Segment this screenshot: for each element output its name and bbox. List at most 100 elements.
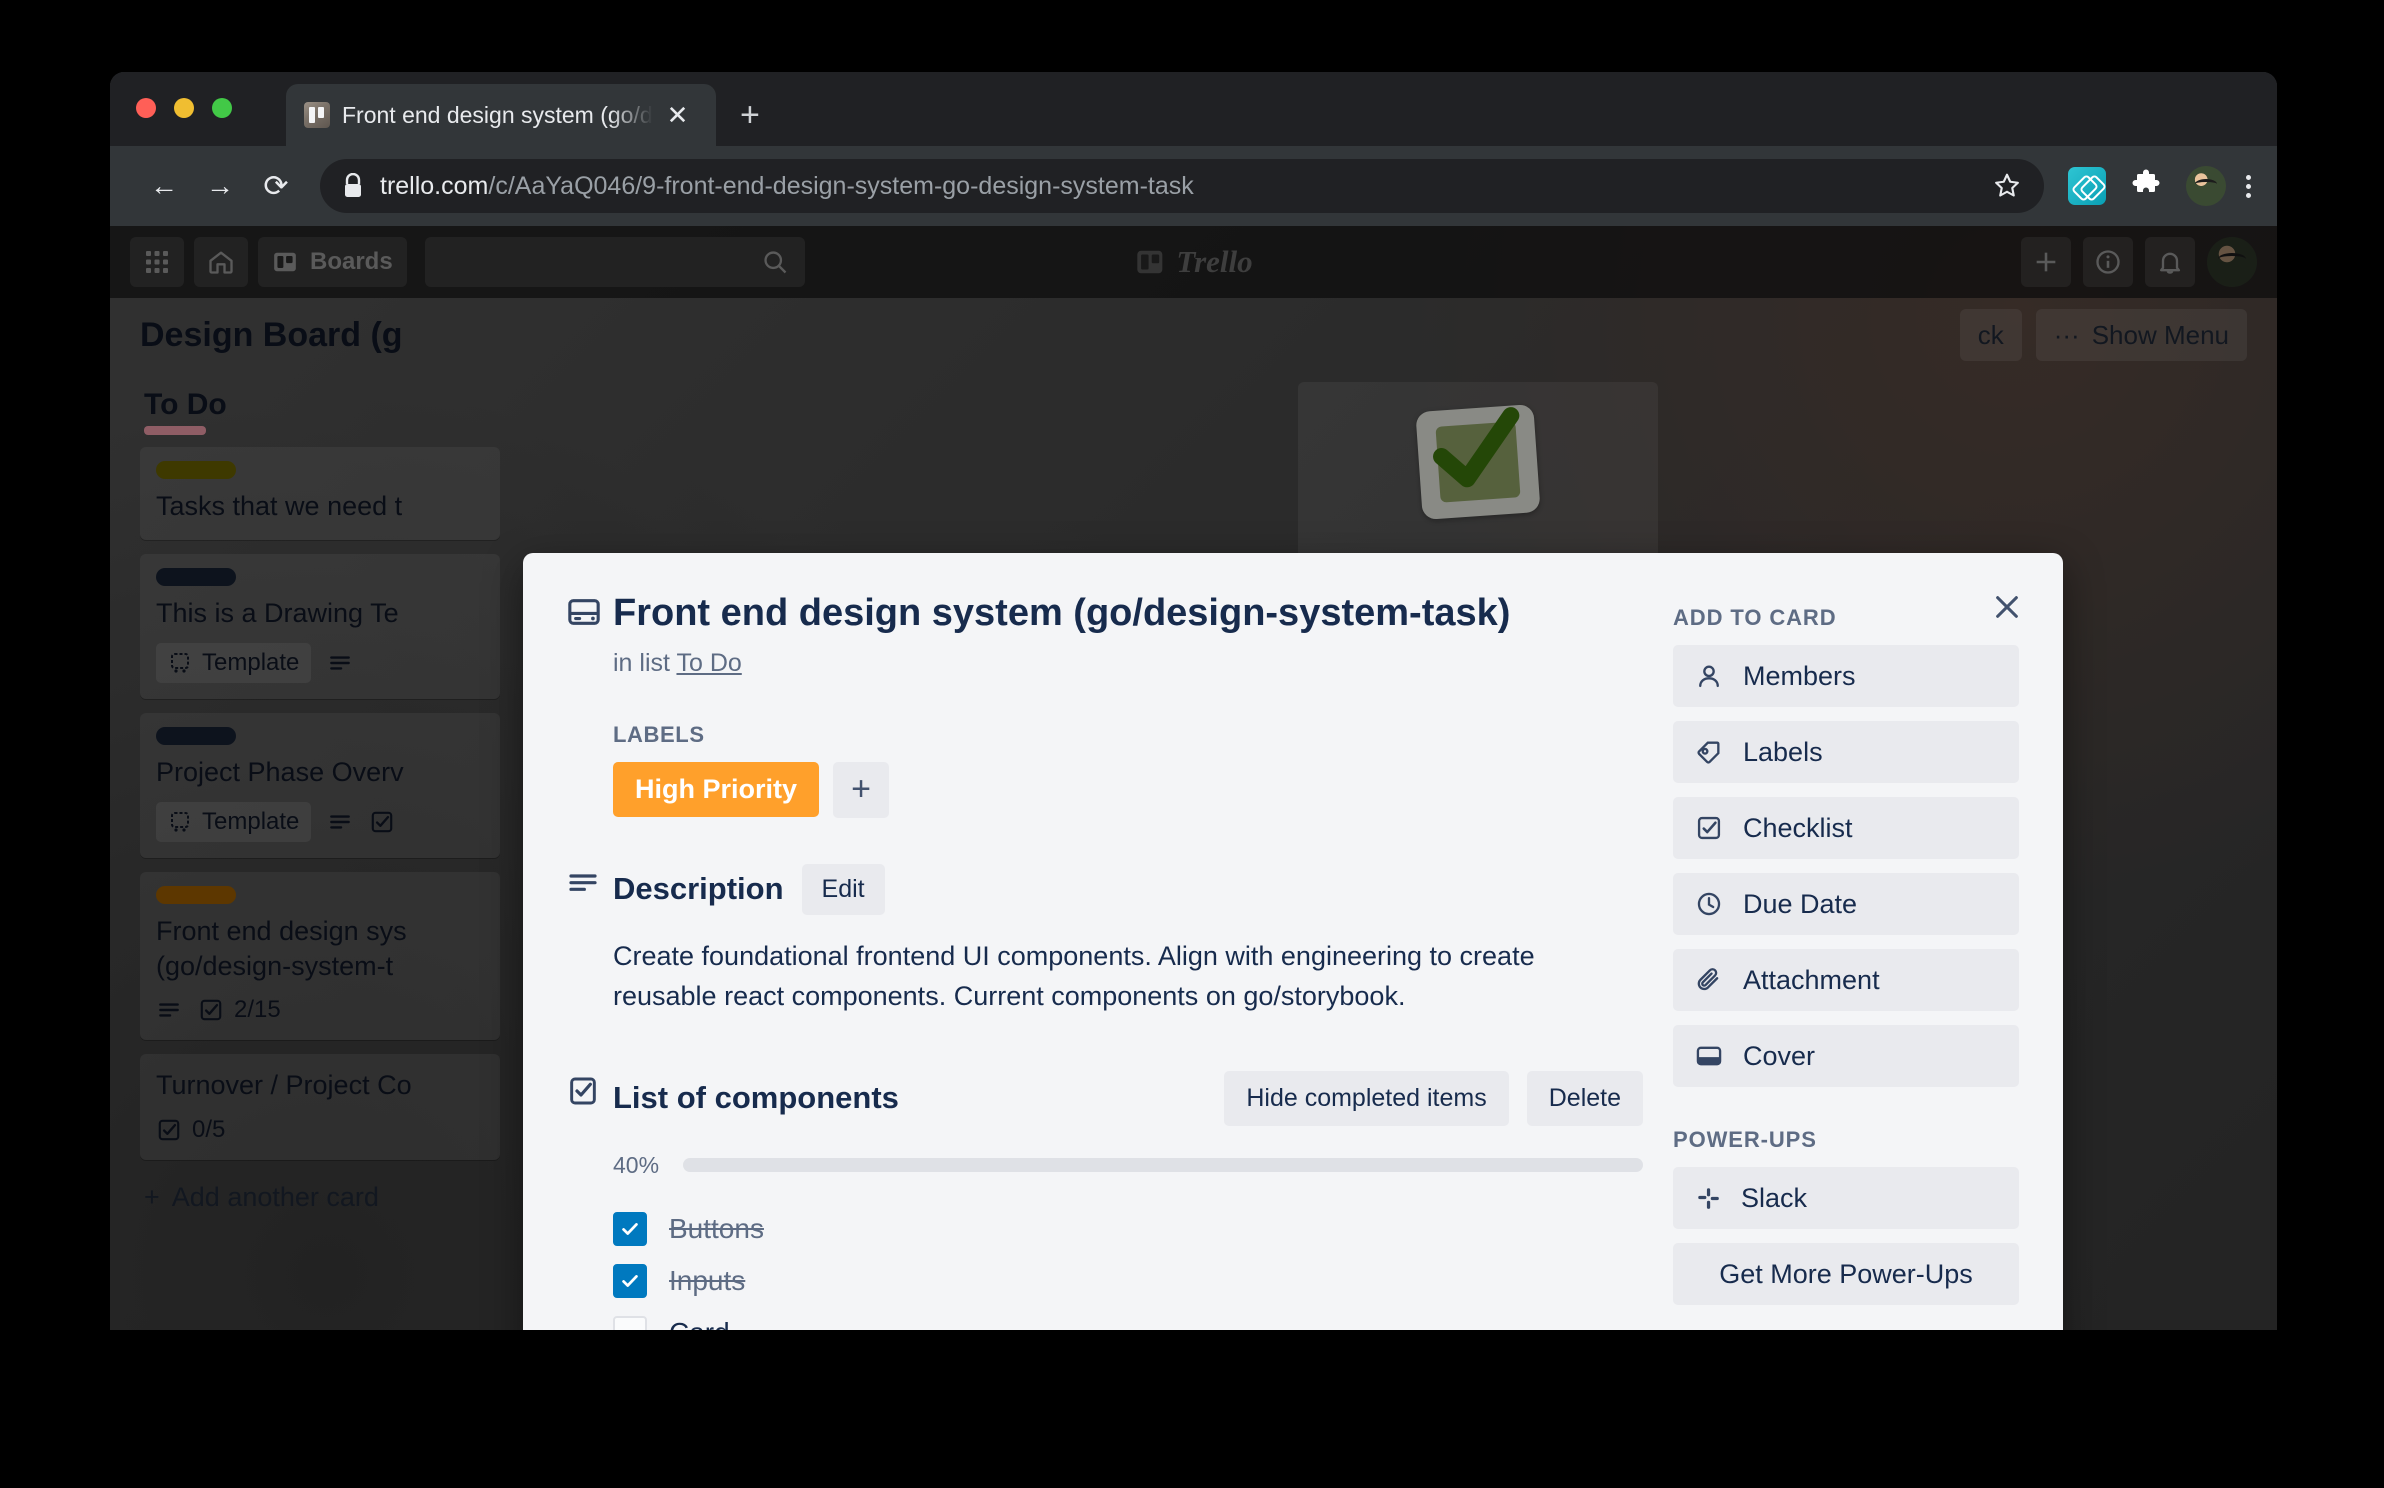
- add-members-button[interactable]: Members: [1673, 645, 2019, 707]
- get-more-power-ups-button[interactable]: Get More Power-Ups: [1673, 1243, 2019, 1305]
- board-card[interactable]: Project Phase Overv Template: [140, 713, 500, 859]
- list-title-underline: [144, 426, 206, 435]
- card-cover-image: [1298, 382, 1658, 542]
- add-label-button[interactable]: +: [833, 761, 890, 818]
- checklist-item[interactable]: Buttons: [613, 1203, 1643, 1255]
- bell-icon[interactable]: [2145, 237, 2195, 287]
- browser-tab-title: Front end design system (go/d: [342, 101, 653, 128]
- puzzle-extension-icon[interactable]: [2128, 168, 2164, 204]
- template-badge: Template: [156, 802, 312, 843]
- add-attachment-button[interactable]: Attachment: [1673, 949, 2019, 1011]
- list-header[interactable]: To Do: [140, 382, 500, 447]
- power-ups-label: POWER-UPS: [1673, 1127, 1817, 1152]
- address-bar[interactable]: trello.com/c/AaYaQ046/9-front-end-design…: [320, 159, 2044, 213]
- plus-icon: +: [144, 1181, 160, 1212]
- card-title: This is a Drawing Te: [156, 598, 399, 629]
- card-modal-main: Front end design system (go/design-syste…: [523, 553, 1673, 1330]
- url-path: /c/AaYaQ046/9-front-end-design-system-go…: [488, 171, 1194, 200]
- browser-tab[interactable]: Front end design system (go/d ✕: [286, 84, 716, 146]
- card-cover-icon: [567, 591, 613, 678]
- labels-section-label: LABELS: [613, 721, 705, 747]
- checklist-badge: 2/15: [198, 996, 281, 1024]
- checkbox-checked[interactable]: [613, 1211, 647, 1246]
- card-label-chip: [156, 727, 236, 746]
- board-card[interactable]: This is a Drawing Te Template: [140, 554, 500, 700]
- trello-logo-text: Trello: [1176, 244, 1253, 279]
- apps-grid-icon[interactable]: [130, 237, 184, 287]
- labels-row: High Priority +: [613, 761, 1673, 818]
- back-arrow-icon[interactable]: ←: [150, 170, 178, 201]
- slack-power-up-button[interactable]: Slack: [1673, 1167, 2019, 1229]
- home-icon[interactable]: [194, 237, 248, 287]
- browser-menu-icon[interactable]: [2246, 174, 2251, 198]
- close-icon[interactable]: ✕: [666, 100, 689, 130]
- hide-completed-items-button[interactable]: Hide completed items: [1224, 1070, 1509, 1126]
- delete-checklist-button[interactable]: Delete: [1526, 1070, 1643, 1126]
- card-label-chip: [156, 461, 236, 479]
- profile-avatar[interactable]: [2186, 166, 2226, 206]
- checklist-icon: [1695, 814, 1723, 842]
- browser-window: Front end design system (go/d ✕ + ← → ⟳ …: [110, 72, 2277, 1330]
- abstract-extension-icon[interactable]: [2068, 167, 2106, 205]
- add-checklist-button[interactable]: Checklist: [1673, 797, 2019, 859]
- description-title: Description: [613, 871, 784, 907]
- card-title: Project Phase Overv: [156, 757, 404, 788]
- in-list-prefix: in list: [613, 648, 670, 677]
- info-icon[interactable]: [2083, 237, 2133, 287]
- close-icon[interactable]: [1981, 581, 2033, 633]
- close-window-button[interactable]: [136, 98, 156, 118]
- checkbox-unchecked[interactable]: [613, 1315, 647, 1330]
- cover-icon: [1695, 1042, 1723, 1070]
- card-title: Tasks that we need t: [156, 491, 403, 521]
- checklist-icon: [198, 997, 224, 1023]
- board-card[interactable]: Tasks that we need t: [140, 447, 500, 541]
- card-badges: 2/15: [156, 996, 484, 1024]
- bookmark-star-icon[interactable]: [1992, 171, 2022, 201]
- show-menu-button[interactable]: ··· Show Menu: [2035, 309, 2247, 361]
- add-card-label: Add another card: [171, 1181, 379, 1212]
- add-another-card-button[interactable]: + Add another card: [140, 1174, 500, 1221]
- checkbox-checked[interactable]: [613, 1263, 647, 1298]
- checklist-title: List of components: [613, 1080, 899, 1115]
- template-badge: Template: [156, 643, 312, 684]
- label-chip-high-priority[interactable]: High Priority: [613, 762, 820, 818]
- reload-icon[interactable]: ⟳: [263, 169, 289, 203]
- card-title: Turnover / Project Co: [156, 1070, 412, 1101]
- description-icon: [327, 650, 353, 676]
- progress-bar: [683, 1158, 1643, 1172]
- maximize-window-button[interactable]: [212, 98, 232, 118]
- checklist-item[interactable]: Card: [613, 1307, 1643, 1330]
- slack-icon: [1695, 1185, 1721, 1211]
- template-label: Template: [202, 649, 300, 677]
- boards-button[interactable]: Boards: [258, 237, 407, 287]
- board-card[interactable]: Front end design sys (go/design-system-t…: [140, 872, 500, 1041]
- avatar[interactable]: [2207, 237, 2257, 287]
- trello-logo[interactable]: Trello: [1134, 244, 1253, 280]
- add-due-date-button[interactable]: Due Date: [1673, 873, 2019, 935]
- template-label: Template: [202, 808, 300, 836]
- board-card[interactable]: Turnover / Project Co 0/5: [140, 1054, 500, 1160]
- add-labels-button[interactable]: Labels: [1673, 721, 2019, 783]
- add-members-label: Members: [1743, 660, 1856, 691]
- new-tab-button[interactable]: +: [740, 96, 760, 134]
- plus-icon[interactable]: [2021, 237, 2071, 287]
- in-list-link[interactable]: To Do: [676, 648, 742, 677]
- description-header: Description Edit: [613, 863, 1613, 915]
- checklist-icon: [369, 809, 395, 835]
- search-input[interactable]: [424, 237, 805, 287]
- template-icon: [168, 810, 192, 834]
- card-title: Front end design system (go/design-syste…: [613, 592, 1511, 634]
- board-back-button[interactable]: ck: [1959, 309, 2022, 361]
- show-menu-label: Show Menu: [2091, 319, 2229, 350]
- edit-description-button[interactable]: Edit: [801, 863, 885, 915]
- label-tag-icon: [1695, 738, 1723, 766]
- board-icon: [272, 249, 298, 275]
- forward-arrow-icon[interactable]: →: [206, 170, 234, 201]
- add-cover-button[interactable]: Cover: [1673, 1025, 2019, 1087]
- minimize-window-button[interactable]: [174, 98, 194, 118]
- card-badges: Template: [156, 802, 484, 843]
- member-icon: [1695, 662, 1723, 690]
- address-bar-url: trello.com/c/AaYaQ046/9-front-end-design…: [380, 172, 1194, 201]
- checklist-item[interactable]: Inputs: [613, 1255, 1643, 1307]
- lock-icon: [342, 173, 364, 199]
